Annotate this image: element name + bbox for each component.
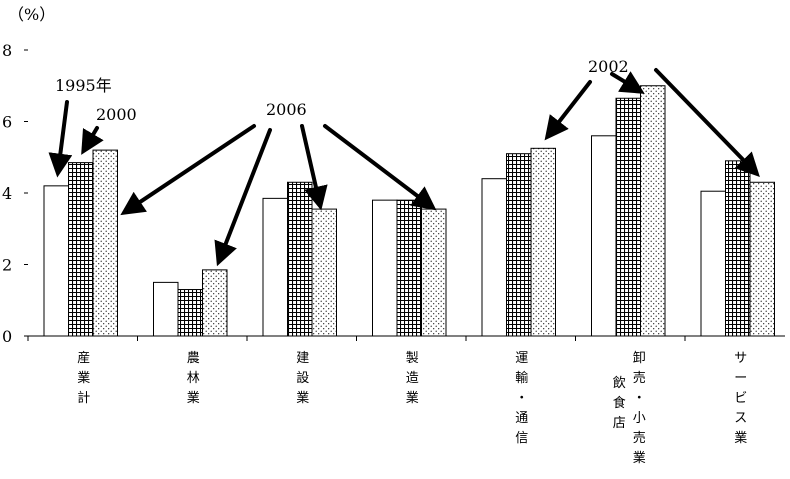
category-label: 製造業	[406, 351, 419, 406]
bar-series-1-category-0	[68, 162, 94, 337]
bar-series-2-category-0	[92, 149, 118, 337]
bar-series-0-category-4	[481, 178, 507, 337]
y-unit-label: （%）	[8, 5, 55, 24]
bar-series-0-category-0	[43, 185, 69, 337]
arrow-2002-transport	[544, 80, 592, 141]
bar-series-2-category-6	[749, 181, 775, 337]
bar-series-2-category-3	[421, 208, 447, 337]
arrow-1995	[48, 100, 73, 178]
bar-series-2-category-5	[640, 85, 666, 337]
annotation-2006: 2006	[266, 100, 307, 119]
bar-series-2-category-1	[202, 269, 228, 337]
category-label: 飲食店	[613, 375, 626, 431]
bar-series-1-category-1	[177, 289, 203, 337]
arrow-2006-manufacturing	[323, 124, 437, 211]
bar-series-group	[43, 85, 775, 337]
x-axis-ticks	[27, 336, 686, 341]
bar-series-1-category-5	[615, 97, 641, 337]
category-label: 産業計	[77, 350, 90, 406]
y-axis-ticks: 0 2 4 6 8	[2, 41, 28, 346]
annotation-2002: 2002	[588, 57, 629, 76]
bar-series-1-category-3	[396, 199, 422, 337]
annotation-2000: 2000	[96, 105, 137, 124]
arrow-2006-construction	[300, 124, 328, 211]
bar-series-2-category-4	[530, 147, 556, 337]
bar-series-2-category-2	[311, 208, 337, 337]
y-tick-label: 4	[2, 184, 12, 203]
arrow-2006-industry	[120, 124, 256, 216]
category-label: 建設業	[296, 351, 309, 406]
y-tick-label: 0	[2, 327, 12, 346]
y-tick-label: 2	[2, 256, 12, 275]
annotation-1995: 1995年	[55, 76, 112, 95]
category-label: 運輸・通信	[515, 351, 528, 446]
arrow-2006-agriculture	[214, 128, 272, 267]
bar-series-0-category-5	[591, 135, 617, 337]
y-tick-label: 6	[2, 113, 12, 132]
annotation-arrows	[48, 68, 760, 267]
bar-series-0-category-6	[700, 190, 726, 337]
bar-series-1-category-2	[287, 181, 313, 337]
arrow-2002-service	[654, 68, 760, 178]
bar-series-1-category-6	[725, 160, 751, 337]
category-label: サービス業	[734, 351, 747, 446]
bar-series-0-category-2	[262, 197, 288, 337]
bar-series-0-category-3	[372, 199, 398, 337]
arrow-2000	[81, 126, 104, 155]
y-tick-label: 8	[2, 41, 12, 60]
category-label: 卸売・小売業	[633, 350, 646, 466]
bar-series-1-category-4	[506, 153, 532, 337]
arrow-2002-wholesale	[610, 71, 645, 94]
bar-series-0-category-1	[153, 281, 179, 337]
category-label: 農林業	[187, 351, 200, 406]
